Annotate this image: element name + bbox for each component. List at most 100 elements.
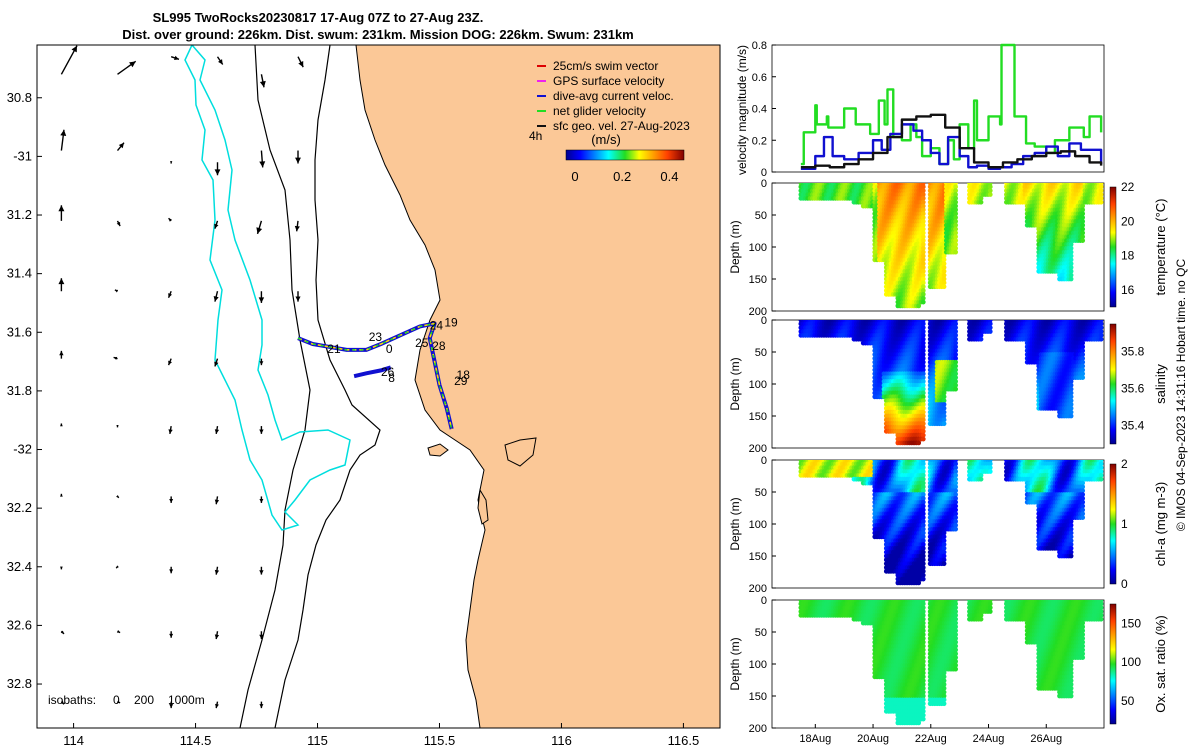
section-ytick-label: 100 [749, 242, 767, 254]
section-colorbar-label: salinity [1153, 364, 1168, 404]
map-ytick-label: 32.6 [7, 617, 32, 632]
section-dot [988, 192, 993, 197]
legend-item: GPS surface velocity [537, 74, 664, 88]
section-dot [953, 387, 958, 392]
section-ytick-label: 50 [755, 210, 767, 222]
velocity-panel: 00.20.40.60.8 velocity magnitude (m/s) [735, 40, 1104, 179]
day-label: 0 [386, 342, 393, 356]
section-colorbar-tick: 35.8 [1121, 345, 1145, 359]
map-ytick-label: 31.2 [7, 207, 32, 222]
section-colorbar-tick: 35.4 [1121, 419, 1145, 433]
map-xtick-label: 115 [307, 733, 328, 748]
speed-colorbar-tick: 0 [571, 169, 578, 184]
section-ytick-label: 0 [761, 178, 767, 190]
section-dot [953, 250, 958, 255]
day-label: 24 [430, 318, 444, 332]
map-ytick-label: 31.8 [7, 383, 32, 398]
section-dot [921, 437, 926, 442]
legend-item: dive-avg current veloc. [537, 89, 674, 103]
legend-label: sfc geo. vel. 27-Aug-2023 [553, 119, 690, 133]
section-dot [1080, 375, 1085, 380]
section-dot [921, 300, 926, 305]
section-colorbar-tick: 22 [1121, 180, 1135, 194]
section-colorbar-tick: 16 [1121, 283, 1135, 297]
section-dot [1099, 200, 1104, 205]
day-label: 25 [415, 336, 429, 350]
day-label: 23 [369, 330, 383, 344]
legend-label: 25cm/s swim vector [553, 59, 658, 73]
section-ylabel: Depth (m) [728, 220, 742, 273]
section-ylabel: Depth (m) [728, 357, 742, 410]
section-dot [942, 284, 947, 289]
section-dot [1069, 414, 1074, 419]
speed-colorbar [566, 150, 684, 160]
section-colorbar-label: temperature (°C) [1153, 199, 1168, 296]
velocity-ytick-label: 0.6 [752, 72, 767, 84]
section-dot [1080, 238, 1085, 243]
section-dot [988, 329, 993, 334]
section-colorbar-tick: 35.6 [1121, 382, 1145, 396]
section-dot [942, 421, 947, 426]
section-panels: 0 50 100 150 200 Depth (m) 16 18 20 22 temperature… [728, 178, 1168, 745]
section-dot [979, 200, 984, 205]
isobath-note-value-1000: 1000m [168, 693, 205, 707]
map-xtick-label: 116 [551, 733, 572, 748]
day-label: 19 [444, 315, 458, 329]
section-dot [979, 337, 984, 342]
day-label: 29 [454, 374, 468, 388]
legend-label: net glider velocity [553, 104, 646, 118]
section-ytick-label: 0 [761, 315, 767, 327]
map-ytick-label: 32.2 [7, 500, 32, 515]
map-xtick-label: 116.5 [668, 733, 700, 748]
section-colorbar-tick: 20 [1121, 214, 1135, 228]
velocity-ytick-label: 0.8 [752, 40, 767, 52]
section-colorbar [1110, 187, 1116, 307]
day-label: 8 [388, 371, 395, 385]
isobath-note-value-200: 200 [134, 693, 154, 707]
map-ytick-label: 32.4 [7, 559, 32, 574]
section-dot [942, 561, 947, 566]
map-xtick-label: 115.5 [424, 733, 456, 748]
section-ytick-label: 100 [749, 379, 767, 391]
map-ytick-label: -32 [13, 442, 32, 457]
section-ytick-label: 50 [755, 347, 767, 359]
map-xtick-label: 114.5 [180, 733, 212, 748]
velocity-ytick-label: 0.4 [752, 104, 767, 116]
section-ytick-label: 200 [749, 443, 767, 455]
legend-label: dive-avg current veloc. [553, 89, 674, 103]
day-label: 28 [432, 339, 446, 353]
section-colorbar [1110, 324, 1116, 444]
map-ytick-label: 30.8 [7, 90, 32, 105]
legend-item: sfc geo. vel. 27-Aug-2023 [537, 119, 690, 133]
figure-title-line1: SL995 TwoRocks20230817 17-Aug 07Z to 27-… [153, 10, 484, 25]
map-ytick-label: -31 [13, 148, 32, 163]
map-ytick-label: 31.6 [7, 324, 32, 339]
section-dot [1069, 277, 1074, 282]
speed-colorbar-tick: 0.2 [613, 169, 631, 184]
legend-scale-label: 4h [529, 129, 542, 143]
colorbar-label: (m/s) [591, 132, 621, 147]
map-xtick-label: 114 [63, 733, 84, 748]
section-ytick-label: 150 [749, 411, 767, 423]
velocity-ytick-label: 0.2 [752, 135, 767, 147]
section-dot [921, 577, 926, 582]
map-ytick-label: 31.4 [7, 266, 32, 281]
figure-title-line2: Dist. over ground: 226km. Dist. swum: 23… [122, 27, 634, 42]
map-ytick-label: 32.8 [7, 676, 32, 691]
legend-item: 25cm/s swim vector [537, 59, 658, 73]
speed-colorbar-tick: 0.4 [660, 169, 678, 184]
day-label: 21 [327, 342, 341, 356]
legend-label: GPS surface velocity [553, 74, 664, 88]
section-colorbar-tick: 18 [1121, 249, 1135, 263]
velocity-ylabel: velocity magnitude (m/s) [735, 45, 749, 175]
section-ytick-label: 150 [749, 274, 767, 286]
legend-item: net glider velocity [537, 104, 646, 118]
section-dot [1099, 337, 1104, 342]
section-panel-salinity: 0 50 100 150 200 Depth (m) 35.4 35.6 35.8 salinit… [728, 315, 1168, 455]
isobath-note-value-0: 0 [113, 693, 120, 707]
